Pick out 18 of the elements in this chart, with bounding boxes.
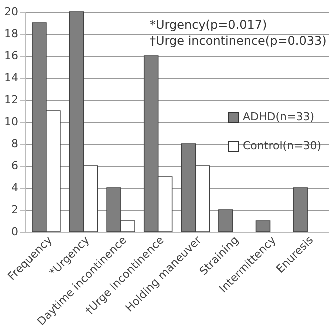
bar <box>256 220 271 232</box>
legend-label: ADHD(n=33) <box>243 110 315 124</box>
y-tick-label: 14 <box>4 72 18 84</box>
y-tick-label: 10 <box>4 116 18 128</box>
y-tick-label: 12 <box>4 94 18 106</box>
annotation: *Urgency(p=0.017) <box>150 18 268 32</box>
y-tick-label: 6 <box>12 160 18 172</box>
y-tick-label: 16 <box>4 50 18 62</box>
y-tick-label: 8 <box>12 138 18 150</box>
annotation: †Urge incontinence(p=0.033) <box>150 34 327 48</box>
y-tick-label: 0 <box>12 226 18 238</box>
y-tick-label: 2 <box>12 204 18 216</box>
y-tick-label: 20 <box>4 6 18 18</box>
y-tick-label: 4 <box>12 182 18 194</box>
y-tick-label: 18 <box>4 28 18 40</box>
bar <box>293 188 308 232</box>
bar <box>218 210 234 232</box>
legend-label: Control(n=30) <box>243 140 322 152</box>
